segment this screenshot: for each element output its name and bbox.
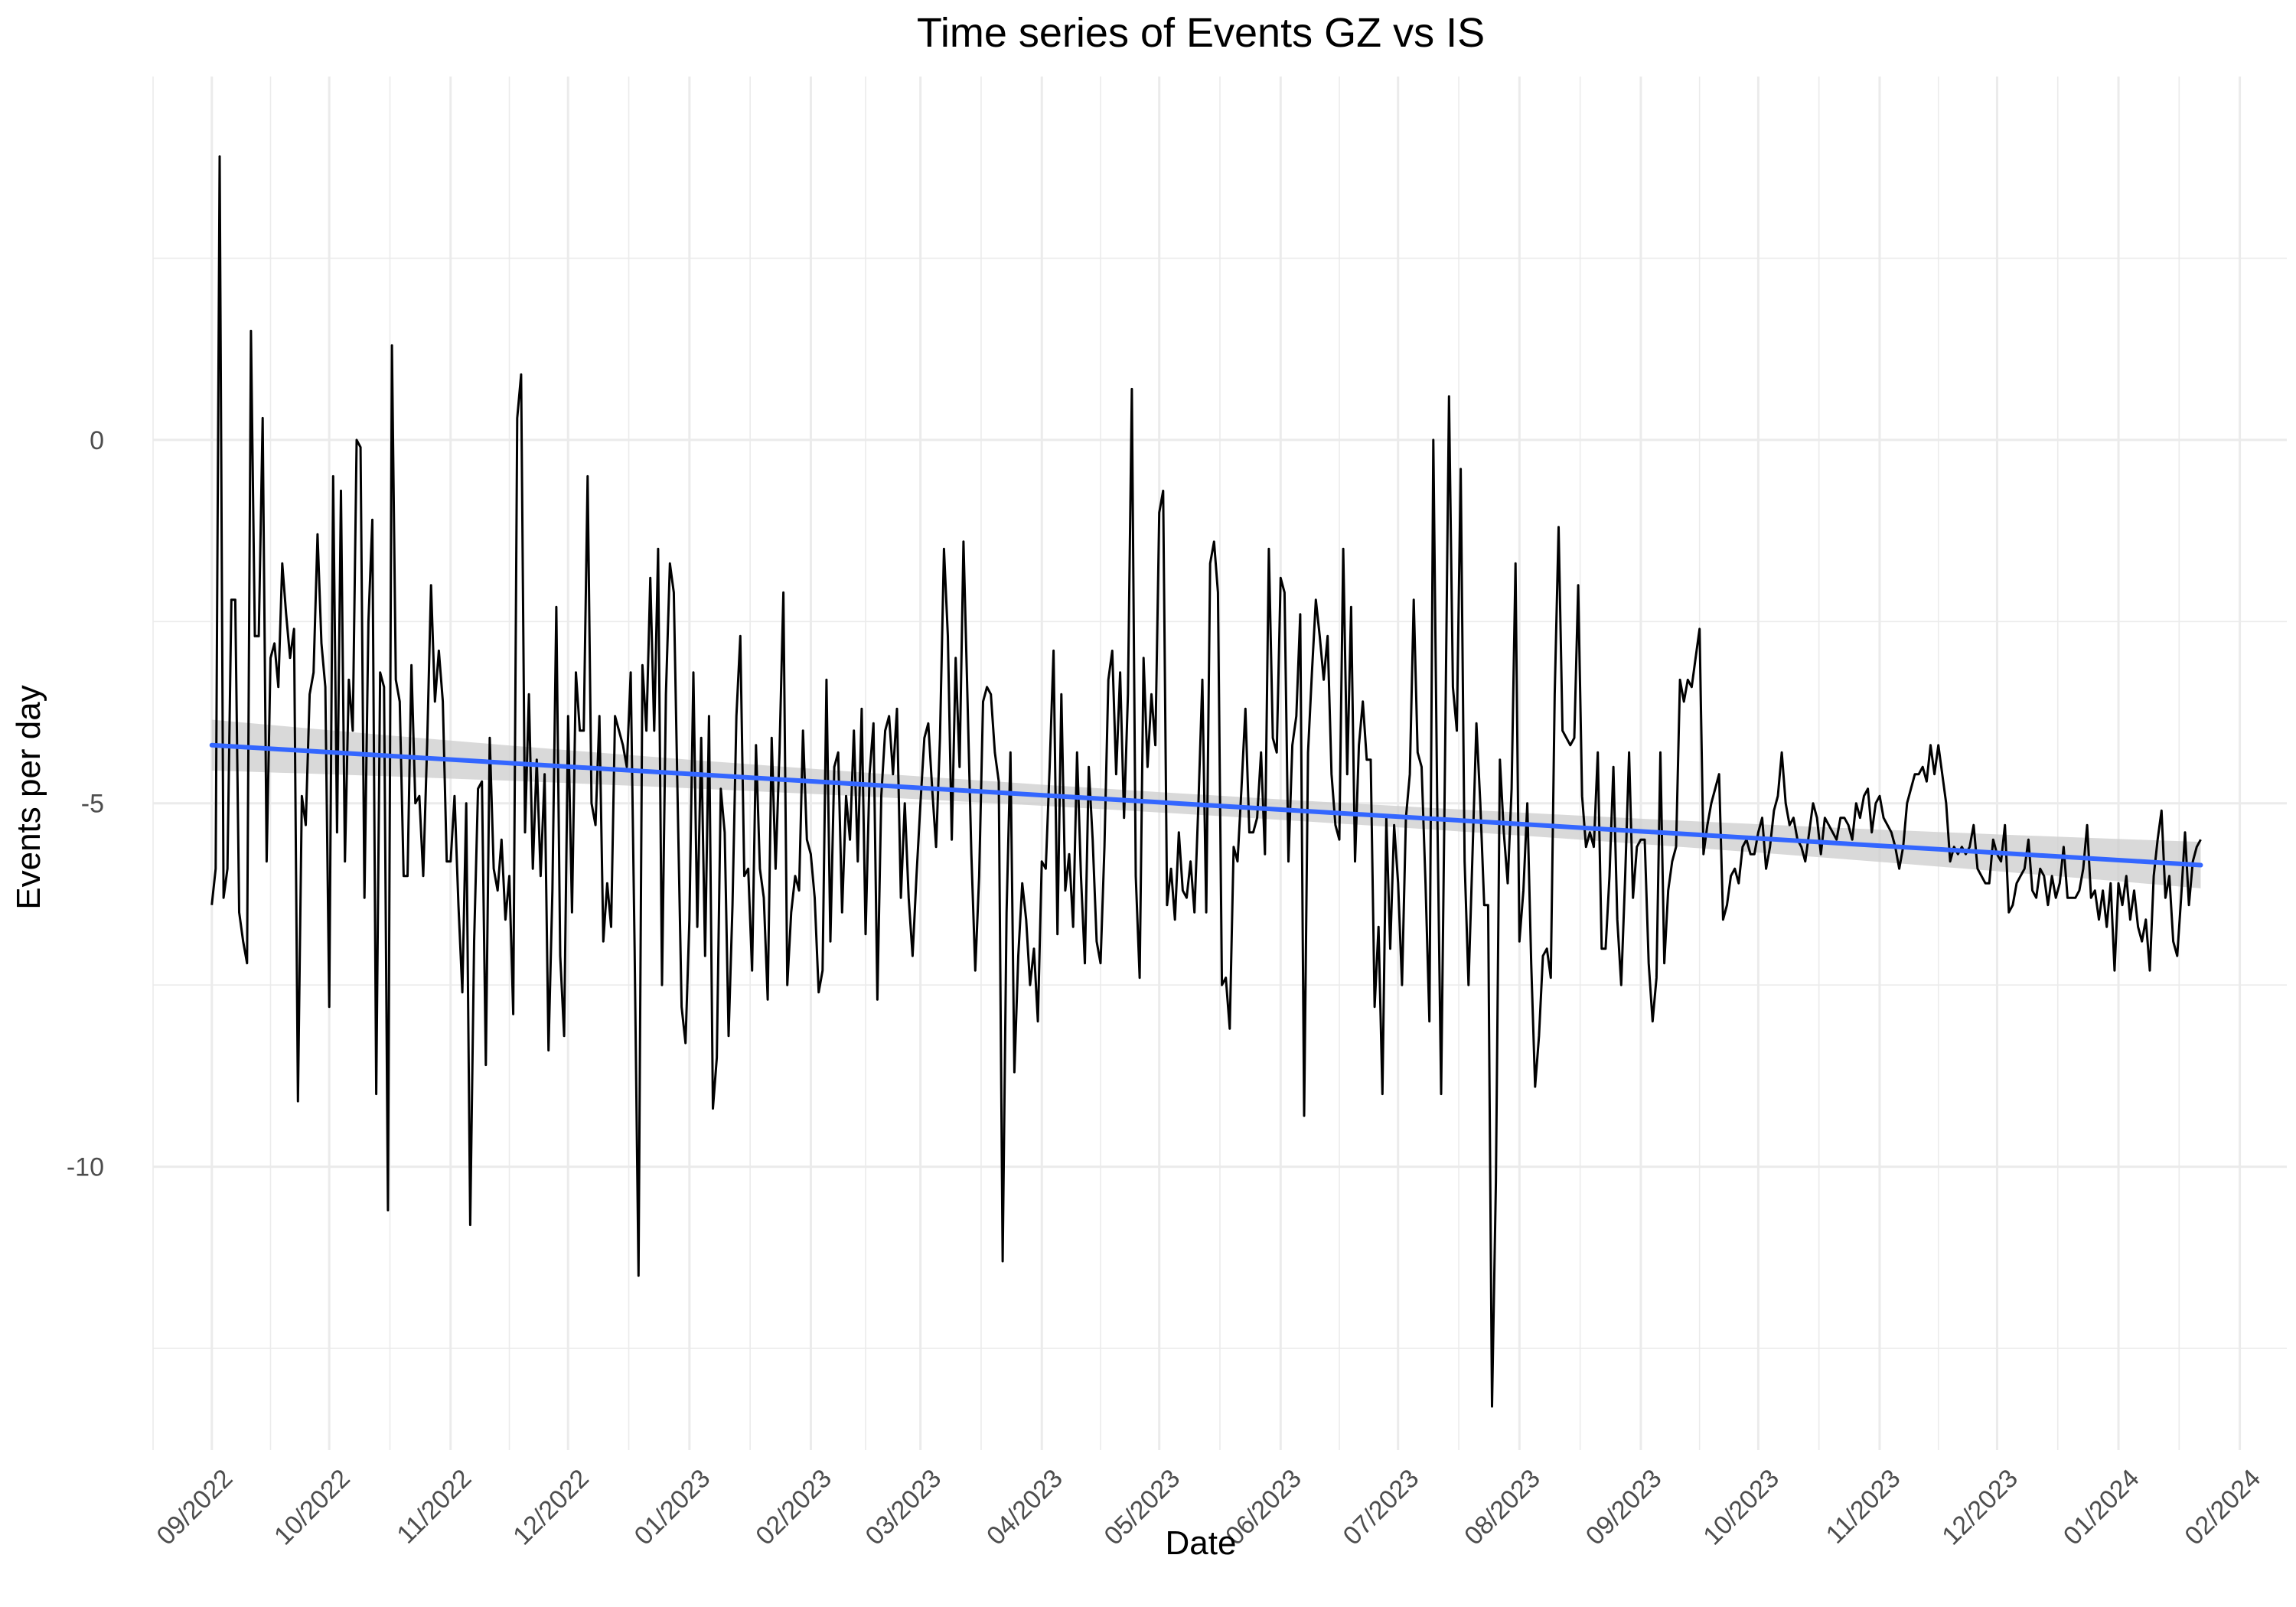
x-tick-label: 04/2023 xyxy=(981,1464,1068,1551)
x-tick-label: 09/2022 xyxy=(152,1464,239,1551)
x-tick-label: 11/2023 xyxy=(1821,1464,1906,1550)
y-tick-labels: 0 -5 -10 xyxy=(67,426,104,1182)
x-tick-label: 02/2024 xyxy=(2179,1464,2266,1551)
chart-title: Time series of Events GZ vs IS xyxy=(917,10,1485,56)
x-tick-label: 02/2023 xyxy=(750,1464,837,1551)
x-axis-title: Date xyxy=(1166,1524,1237,1562)
trend-line xyxy=(209,742,2203,868)
x-tick-label: 10/2023 xyxy=(1698,1464,1785,1551)
x-tick-label: 01/2024 xyxy=(2058,1464,2145,1551)
series-line xyxy=(210,155,2202,1408)
y-tick-label: 0 xyxy=(90,426,104,455)
series-layer xyxy=(210,155,2202,1408)
trend-layer xyxy=(209,742,2203,868)
x-tick-label: 07/2023 xyxy=(1338,1464,1425,1551)
minor-gridlines xyxy=(152,77,2287,1450)
x-tick-label: 10/2022 xyxy=(269,1464,356,1551)
x-tick-label: 12/2022 xyxy=(507,1464,595,1551)
x-tick-label: 09/2023 xyxy=(1580,1464,1668,1551)
y-tick-label: -5 xyxy=(81,790,104,819)
x-tick-label: 01/2023 xyxy=(629,1464,716,1551)
x-tick-label: 11/2022 xyxy=(391,1464,477,1550)
y-tick-label: -10 xyxy=(67,1153,104,1182)
x-tick-label: 12/2023 xyxy=(1936,1464,2024,1551)
x-tick-label: 08/2023 xyxy=(1459,1464,1546,1551)
y-axis-title: Events per day xyxy=(10,685,47,910)
x-tick-label: 03/2023 xyxy=(860,1464,947,1551)
